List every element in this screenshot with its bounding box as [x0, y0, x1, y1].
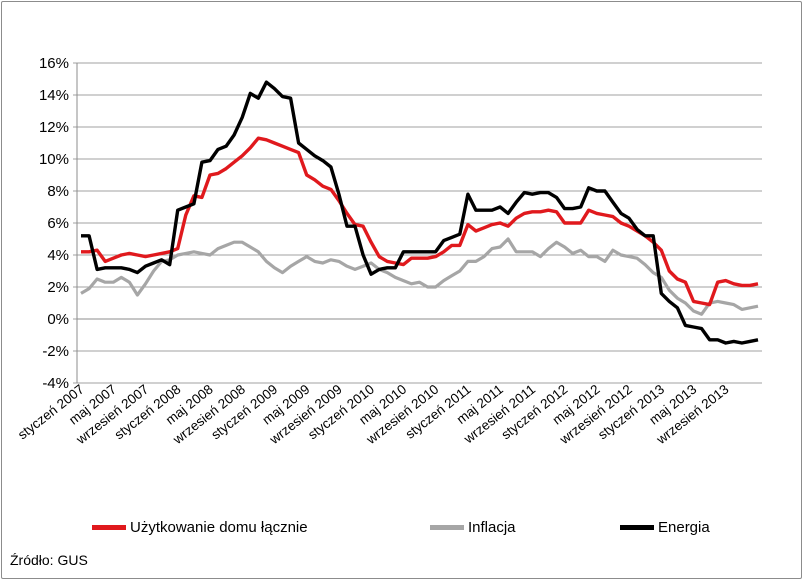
y-tick-label: 10%	[39, 151, 69, 168]
legend-label: Energia	[658, 519, 710, 536]
legend-swatch	[620, 525, 654, 530]
legend-swatch	[92, 525, 126, 530]
series-lines	[80, 80, 759, 345]
y-tick-label: 16%	[39, 55, 69, 72]
y-tick-label: 8%	[47, 183, 69, 200]
series-line-energia	[81, 80, 759, 345]
legend-label: Użytkowanie domu łącznie	[130, 519, 308, 536]
y-tick-label: 12%	[39, 119, 69, 136]
legend-swatch	[430, 525, 464, 530]
y-tick-label: 0%	[47, 311, 69, 328]
y-tick-label: -4%	[42, 375, 69, 392]
y-tick-label: 6%	[47, 215, 69, 232]
legend-label: Inflacja	[468, 519, 516, 536]
y-axis-ticks: -4% -2% 0% 2% 4% 6% 8% 10% 12% 14% 16%	[39, 55, 69, 392]
legend-item-energia: Energia	[620, 519, 710, 536]
series-line-inflacja	[80, 237, 759, 316]
y-tick-label: 4%	[47, 247, 69, 264]
source-note: Źródło: GUS	[10, 552, 88, 568]
y-tick-label: 14%	[39, 87, 69, 104]
y-tick-label: 2%	[47, 279, 69, 296]
gridlines	[73, 62, 762, 384]
legend-item-inflacja: Inflacja	[430, 519, 516, 536]
legend-item-uzytkowanie: Użytkowanie domu łącznie	[92, 519, 308, 536]
y-tick-label: -2%	[42, 343, 69, 360]
series-line-uzytkowanie	[81, 136, 759, 307]
